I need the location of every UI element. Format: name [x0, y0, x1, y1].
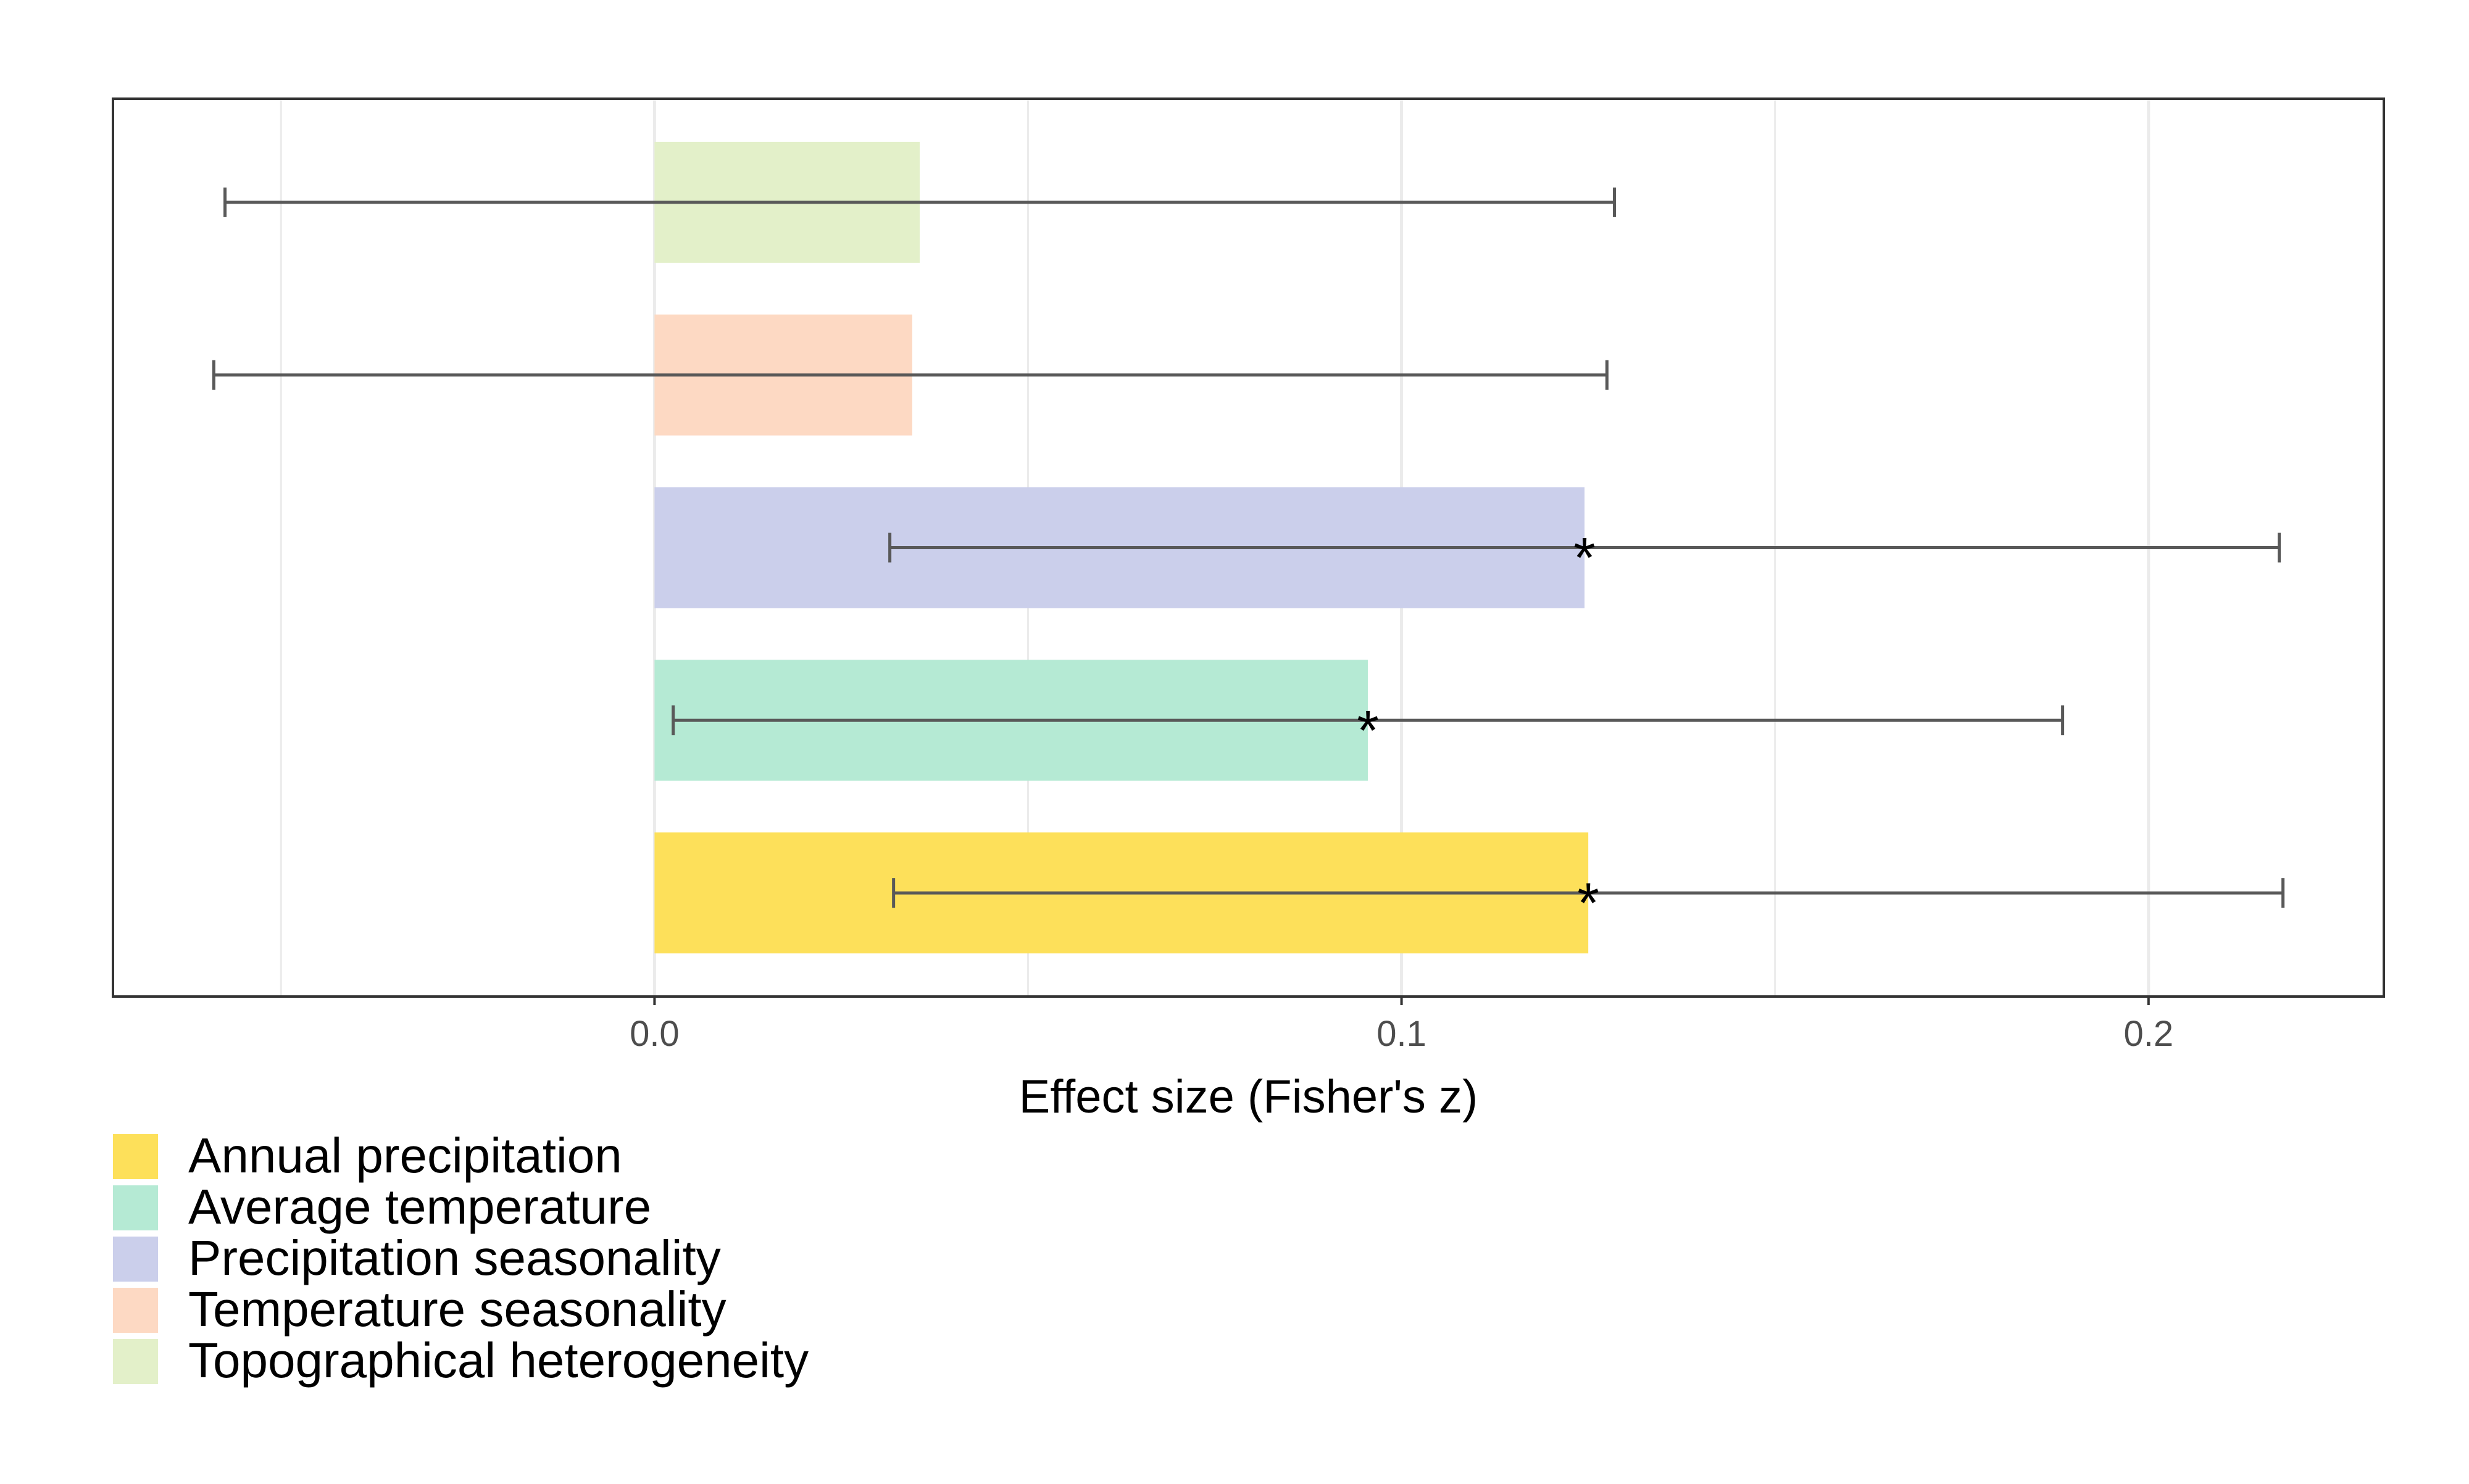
- x-axis: 0.0 0.1 0.2: [630, 997, 2173, 1054]
- significance-star: *: [1357, 699, 1379, 762]
- x-axis-title: Effect size (Fisher's z): [1019, 1071, 1478, 1123]
- significance-layer: * * *: [1357, 527, 1599, 935]
- error-bar-layer: [212, 187, 2285, 908]
- x-tick-label: 0.2: [2123, 1014, 2173, 1054]
- legend-key: [113, 1288, 158, 1333]
- significance-star: *: [1577, 872, 1599, 935]
- legend-label: Topographical heterogeneity: [188, 1333, 809, 1388]
- legend-key: [113, 1185, 158, 1230]
- legend-label: Average temperature: [188, 1179, 651, 1234]
- significance-star: *: [1573, 527, 1596, 590]
- legend-label: Annual precipitation: [188, 1128, 622, 1183]
- x-tick-label: 0.1: [1376, 1014, 1426, 1054]
- x-tick-label: 0.0: [630, 1014, 680, 1054]
- legend-key: [113, 1134, 158, 1179]
- plot-panel-border: [112, 97, 2385, 998]
- legend-key: [113, 1339, 158, 1384]
- legend-label: Precipitation seasonality: [188, 1230, 721, 1285]
- legend-key: [113, 1237, 158, 1282]
- legend-label: Temperature seasonality: [188, 1282, 727, 1337]
